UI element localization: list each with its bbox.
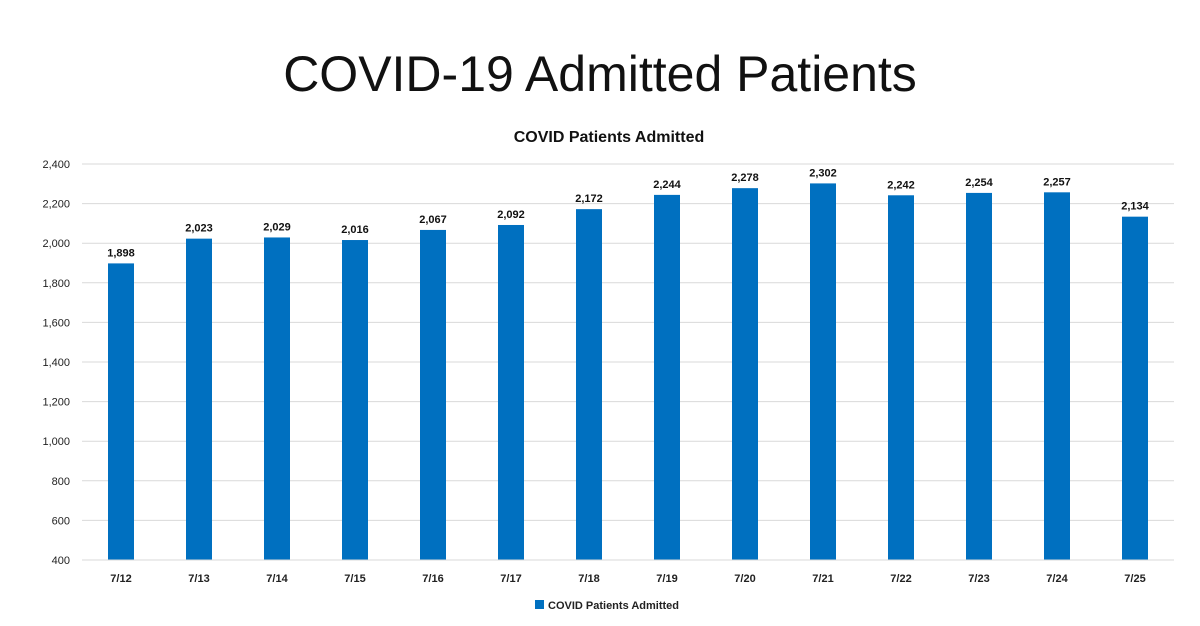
legend-swatch — [535, 600, 544, 609]
x-tick-label: 7/16 — [422, 573, 443, 585]
data-label: 2,134 — [1121, 201, 1149, 213]
bar — [654, 194, 680, 560]
data-label: 2,092 — [497, 209, 525, 221]
x-axis-ticks: 7/12 7/13 7/14 7/15 7/16 7/17 7/18 7/19 7/20 7/21… — [110, 573, 1145, 585]
data-label: 2,254 — [965, 177, 993, 189]
bar — [264, 237, 290, 560]
data-label: 2,067 — [419, 214, 447, 226]
x-tick-label: 7/17 — [500, 573, 521, 585]
x-tick-label: 7/18 — [578, 573, 599, 585]
x-tick-label: 7/24 — [1046, 573, 1068, 585]
data-label: 2,016 — [341, 224, 369, 236]
data-label: 1,898 — [107, 247, 135, 259]
x-tick-label: 7/22 — [890, 573, 911, 585]
bar — [888, 195, 914, 560]
x-tick-label: 7/12 — [110, 573, 131, 585]
data-label: 2,278 — [731, 172, 759, 184]
data-labels: 1,898 2,023 2,029 2,016 2,067 2,092 2,172 2,244… — [107, 167, 1149, 259]
bar — [732, 188, 758, 560]
bar — [1044, 192, 1070, 560]
y-tick-label: 600 — [52, 515, 70, 527]
data-label: 2,244 — [653, 179, 681, 191]
data-label: 2,023 — [185, 223, 213, 235]
y-tick-label: 400 — [52, 555, 70, 567]
data-label: 2,029 — [263, 221, 291, 233]
data-label: 2,257 — [1043, 176, 1071, 188]
bars — [108, 183, 1148, 561]
bar — [342, 240, 368, 561]
data-label: 2,172 — [575, 193, 603, 205]
y-tick-label: 1,000 — [42, 436, 70, 448]
y-tick-label: 1,400 — [42, 357, 70, 369]
y-tick-label: 2,200 — [42, 199, 70, 211]
y-tick-label: 1,600 — [42, 317, 70, 329]
y-tick-label: 2,400 — [42, 159, 70, 171]
data-label: 2,302 — [809, 167, 837, 179]
bar — [108, 263, 134, 560]
y-tick-label: 1,800 — [42, 278, 70, 290]
bar — [966, 192, 992, 560]
x-tick-label: 7/15 — [344, 573, 365, 585]
y-tick-label: 1,200 — [42, 397, 70, 409]
x-tick-label: 7/13 — [188, 573, 209, 585]
legend-label: COVID Patients Admitted — [548, 600, 679, 612]
page-title: COVID-19 Admitted Patients — [283, 46, 917, 102]
x-tick-label: 7/20 — [734, 573, 755, 585]
x-tick-label: 7/14 — [266, 573, 288, 585]
y-tick-label: 2,000 — [42, 238, 70, 250]
x-tick-label: 7/19 — [656, 573, 677, 585]
legend: COVID Patients Admitted — [535, 600, 679, 612]
x-tick-label: 7/25 — [1124, 573, 1145, 585]
bar — [186, 238, 212, 560]
chart-title: COVID Patients Admitted — [514, 129, 705, 146]
gridlines — [82, 163, 1174, 521]
bar — [576, 209, 602, 561]
bar — [810, 183, 836, 561]
data-label: 2,242 — [887, 179, 915, 191]
y-tick-label: 800 — [52, 476, 70, 488]
bar — [420, 229, 446, 560]
x-tick-label: 7/21 — [812, 573, 833, 585]
y-axis-ticks: 400 600 800 1,000 1,200 1,400 1,600 1,800 2,000 2… — [42, 159, 70, 567]
bar — [1122, 216, 1148, 560]
bar — [498, 224, 524, 560]
x-tick-label: 7/23 — [968, 573, 989, 585]
